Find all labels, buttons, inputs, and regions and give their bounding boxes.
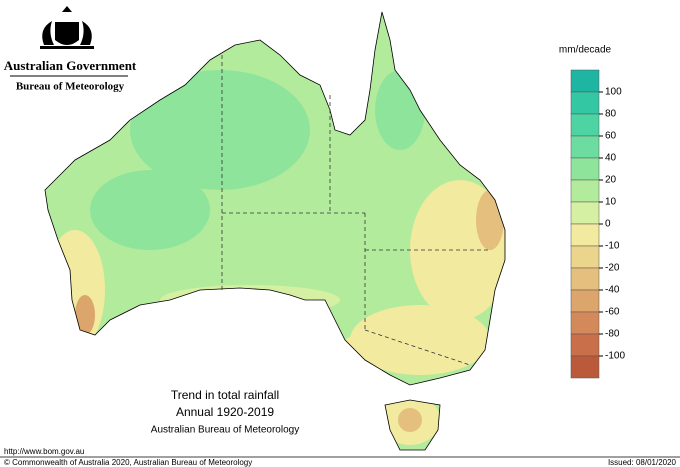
gov-title: Australian Government (4, 58, 137, 73)
legend-swatch (570, 289, 600, 313)
legend-label: 100 (605, 87, 622, 98)
map-source: Australian Bureau of Meteorology (151, 425, 299, 436)
legend-swatch (570, 355, 600, 379)
legend-swatch (570, 223, 600, 247)
state-borders (221, 55, 490, 366)
legend-label: 80 (605, 109, 617, 120)
legend-label: 20 (605, 175, 617, 186)
legend-swatch (570, 311, 600, 335)
legend-label: -10 (605, 241, 620, 252)
legend-label: -40 (605, 285, 620, 296)
legend-label: -20 (605, 263, 620, 274)
legend-swatch (570, 91, 600, 115)
legend-label: 40 (605, 153, 617, 164)
map-title: Trend in total rainfall (171, 388, 279, 402)
legend-swatch (570, 333, 600, 357)
legend-swatch (570, 69, 600, 93)
legend-label: 0 (605, 219, 611, 230)
legend-label: 10 (605, 197, 617, 208)
map-subtitle: Annual 1920-2019 (176, 405, 274, 419)
legend-swatch (570, 267, 600, 291)
legend-swatch (570, 135, 600, 159)
crest (40, 6, 94, 49)
legend-swatch (570, 179, 600, 203)
footer-copyright: © Commonwealth of Australia 2020, Austra… (4, 458, 252, 467)
footer-issued: Issued: 08/01/2020 (608, 458, 677, 467)
legend-swatch (570, 245, 600, 269)
legend-label: 60 (605, 131, 617, 142)
legend-swatch (570, 157, 600, 181)
legend-label: -100 (605, 351, 625, 362)
legend-title: mm/decade (559, 45, 612, 56)
footer-url: http://www.bom.gov.au (4, 447, 84, 456)
bom-title: Bureau of Meteorology (16, 81, 125, 93)
legend-label: -80 (605, 329, 620, 340)
legend-label: -60 (605, 307, 620, 318)
legend-swatch (570, 201, 600, 225)
legend-swatch (570, 113, 600, 137)
